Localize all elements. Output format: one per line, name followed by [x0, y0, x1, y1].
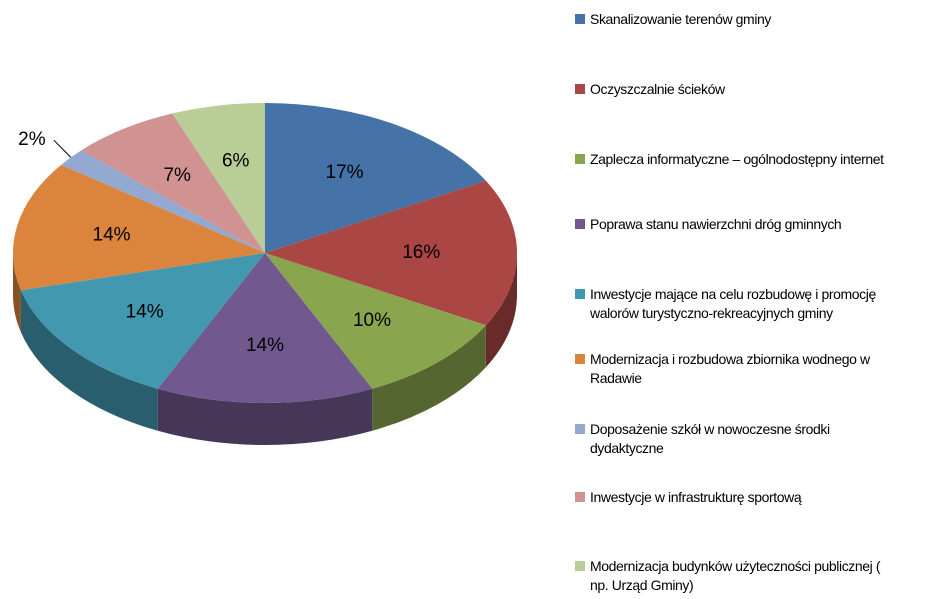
- data-label: 14%: [93, 225, 131, 246]
- legend-item: Skanalizowanie terenów gminy: [575, 10, 935, 29]
- data-label: 14%: [246, 335, 284, 356]
- legend-swatch: [575, 154, 585, 164]
- data-label: 6%: [222, 151, 250, 172]
- legend-swatch: [575, 561, 585, 571]
- legend-swatch: [575, 219, 585, 229]
- slice: [265, 103, 486, 253]
- legend-item: Oczyszczalnie ścieków: [575, 80, 935, 99]
- slice: [265, 253, 486, 389]
- legend-item: Doposażenie szkół w nowoczesne środki dy…: [575, 420, 935, 458]
- legend-swatch: [575, 424, 585, 434]
- legend-label: Modernizacja i rozbudowa zbiornika wodne…: [590, 351, 870, 386]
- slice-side: [13, 253, 21, 333]
- slice-side: [372, 325, 486, 431]
- legend-label: Oczyszczalnie ścieków: [590, 81, 725, 97]
- legend-swatch: [575, 14, 585, 24]
- slice-side: [485, 253, 517, 368]
- legend-label: Skanalizowanie terenów gminy: [590, 11, 772, 27]
- slice: [81, 113, 266, 253]
- data-label: 14%: [126, 301, 164, 322]
- legend-item: Zaplecza informatyczne – ogólnodostępny …: [575, 150, 935, 169]
- data-label: 10%: [353, 310, 391, 331]
- legend-swatch: [575, 84, 585, 94]
- data-label: 2%: [18, 129, 46, 150]
- legend-label: Poprawa stanu nawierzchni dróg gminnych: [590, 216, 842, 232]
- slice: [265, 180, 518, 326]
- slice: [172, 103, 265, 253]
- chart: 17% 16% 10% 14% 14% 14% 2% 7% 6%: [12, 103, 518, 445]
- legend-label: Inwestycje w infrastrukturę sportową: [590, 489, 802, 505]
- slice: [157, 253, 373, 404]
- data-label: 17%: [326, 162, 364, 183]
- slice: [12, 164, 266, 291]
- legend-item: Modernizacja budynków użyteczności publi…: [575, 557, 935, 595]
- legend-label: Zaplecza informatyczne – ogólnodostępny …: [590, 151, 884, 167]
- legend-swatch: [575, 289, 585, 299]
- legend-label: Modernizacja budynków użyteczności publi…: [590, 558, 881, 593]
- legend-item: Inwestycje w infrastrukturę sportową: [575, 488, 935, 507]
- legend-item: Poprawa stanu nawierzchni dróg gminnych: [575, 215, 935, 234]
- slice: [20, 253, 266, 389]
- slice: [61, 150, 265, 253]
- legend-item: Inwestycje mające na celu rozbudowę i pr…: [575, 285, 935, 323]
- data-label: 16%: [402, 242, 440, 263]
- legend-swatch: [575, 492, 585, 502]
- data-label: 7%: [163, 165, 191, 186]
- legend-item: Modernizacja i rozbudowa zbiornika wodne…: [575, 350, 935, 388]
- legend-swatch: [575, 354, 585, 364]
- legend-label: Doposażenie szkół w nowoczesne środki dy…: [590, 421, 830, 456]
- slice-side: [20, 290, 158, 431]
- legend-label: Inwestycje mające na celu rozbudowę i pr…: [590, 286, 876, 321]
- leader-line: [53, 139, 72, 158]
- slice-side: [157, 388, 373, 445]
